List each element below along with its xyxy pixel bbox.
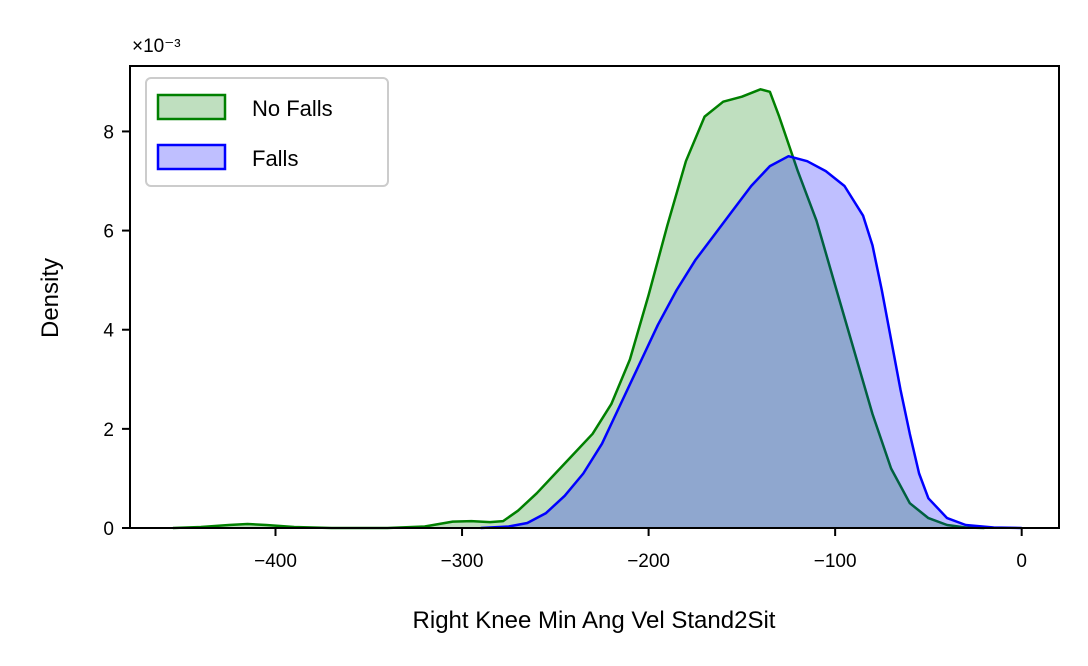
legend-swatch-falls [156, 143, 227, 171]
y-scale-label: ×10⁻³ [132, 36, 181, 57]
x-tick-label: −300 [441, 551, 484, 572]
y-axis-label: Density [37, 258, 64, 338]
density-fill-no-falls [172, 89, 985, 529]
y-tick-label: 2 [103, 420, 114, 441]
legend-label-no-falls: No Falls [252, 96, 333, 121]
x-tick-label: −100 [814, 551, 857, 572]
plot-frame [129, 65, 1060, 529]
y-tick-label: 0 [103, 519, 114, 540]
x-tick-label: −400 [254, 551, 297, 572]
legend-swatch-no-falls [156, 93, 227, 121]
y-tick-label: 6 [103, 222, 114, 243]
density-fill-falls [480, 156, 1022, 528]
y-axis-ticks: 0 2 4 6 8 [103, 122, 130, 540]
x-axis-ticks: −400 −300 −200 −100 0 [254, 528, 1027, 572]
legend: No Falls Falls [145, 77, 389, 187]
legend-box [145, 77, 389, 187]
y-tick-label: 8 [103, 122, 114, 143]
legend-label-falls: Falls [252, 146, 298, 171]
x-tick-label: −200 [627, 551, 670, 572]
density-line-falls [480, 154, 1022, 530]
y-tick-label: 4 [103, 321, 114, 342]
x-axis-label: Right Knee Min Ang Vel Stand2Sit [413, 607, 776, 634]
x-tick-label: 0 [1016, 551, 1027, 572]
